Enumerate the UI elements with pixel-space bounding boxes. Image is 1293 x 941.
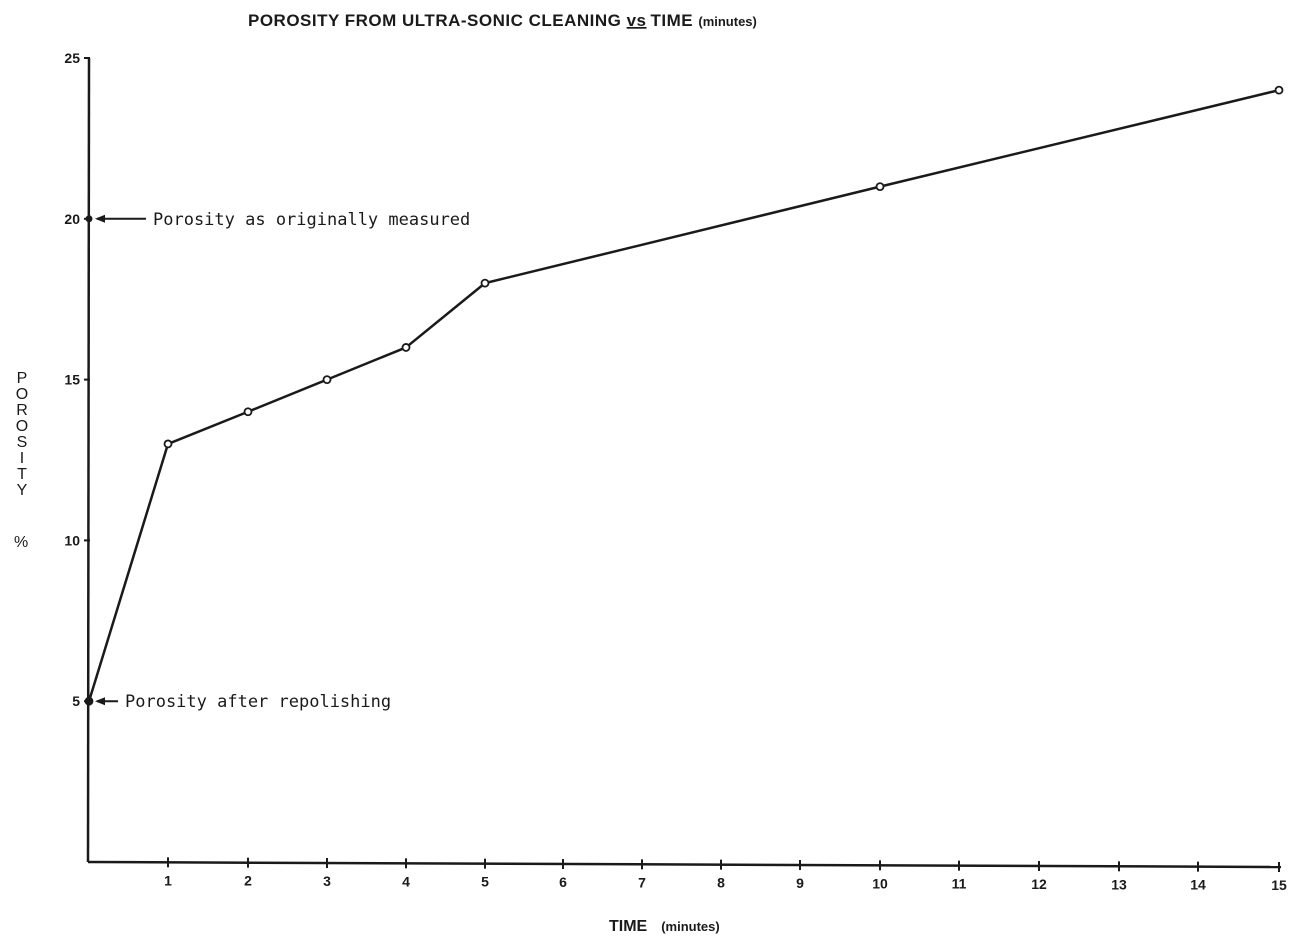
y-tick-label: 5: [72, 693, 80, 709]
x-tick-label: 3: [323, 873, 331, 889]
data-point: [243, 407, 253, 417]
y-tick-label: 20: [64, 211, 80, 227]
x-tick-label: 4: [402, 873, 410, 889]
x-tick-label: 7: [638, 874, 646, 890]
data-point: [1274, 85, 1284, 95]
y-axis-label-letter: P: [17, 370, 28, 387]
y-axis-label-letter: Y: [17, 482, 28, 499]
x-ticks: 1 2 3 4 5 6 7 8 9 10 11 12 13 14 15: [164, 857, 1287, 893]
x-tick-label: 11: [952, 876, 967, 892]
data-point: [401, 343, 411, 352]
x-tick-label: 10: [872, 875, 888, 891]
series-line: [87, 88, 1280, 702]
chart-title: POROSITY FROM ULTRA-SONIC CLEANING vs TI…: [248, 11, 757, 30]
annotation-point: [85, 697, 93, 705]
x-tick-label: 15: [1271, 877, 1287, 893]
y-tick-label: 25: [64, 50, 80, 66]
annotations: Porosity as originally measured Porosity …: [85, 210, 470, 712]
chart-title-mid: TIME: [651, 11, 699, 30]
y-tick-label: 10: [64, 532, 80, 548]
x-tick-label: 14: [1190, 877, 1206, 893]
y-axis-label-letter: O: [16, 418, 28, 435]
x-axis-label-main: TIME: [609, 918, 648, 935]
x-axis-label: TIME (minutes): [609, 918, 720, 935]
x-axis-label-units: (minutes): [661, 919, 720, 934]
x-tick-label: 9: [796, 875, 804, 891]
x-tick-label: 6: [559, 874, 567, 890]
data-point: [875, 182, 885, 192]
y-axis-label-letter: T: [17, 466, 27, 483]
x-tick-label: 1: [164, 872, 172, 888]
annotation-arrowhead: [95, 697, 105, 706]
annotation-label: Porosity as originally measured: [153, 210, 470, 230]
chart-title-prefix: POROSITY FROM ULTRA-SONIC CLEANING: [248, 11, 627, 30]
y-axis-label-letter: R: [16, 402, 28, 419]
data-point: [322, 375, 332, 385]
data-point: [163, 439, 173, 449]
x-tick-label: 8: [717, 875, 725, 891]
y-axis-label-letter: S: [17, 434, 28, 451]
y-tick-label: 15: [64, 372, 80, 388]
x-tick-label: 2: [244, 873, 252, 889]
y-axis-label: POROSITY: [16, 370, 28, 499]
annotation-point: [85, 215, 93, 223]
y-ticks: 5 10 15 20 25: [64, 50, 90, 709]
data-point: [480, 278, 490, 288]
data-series: [84, 85, 1284, 706]
y-axis-unit: %: [14, 534, 28, 551]
x-tick-label: 13: [1111, 876, 1127, 892]
y-axis-label-letter: O: [16, 386, 28, 403]
annotation-arrowhead: [95, 214, 105, 223]
x-tick-label: 12: [1031, 876, 1047, 892]
x-tick-label: 5: [481, 874, 489, 890]
annotation-label: Porosity after repolishing: [125, 692, 391, 712]
y-axis-label-letter: I: [20, 450, 24, 467]
x-axis: [87, 860, 1282, 869]
chart-title-units: (minutes): [698, 14, 757, 29]
y-axis: [86, 57, 91, 863]
chart-title-vs: vs: [627, 11, 647, 30]
